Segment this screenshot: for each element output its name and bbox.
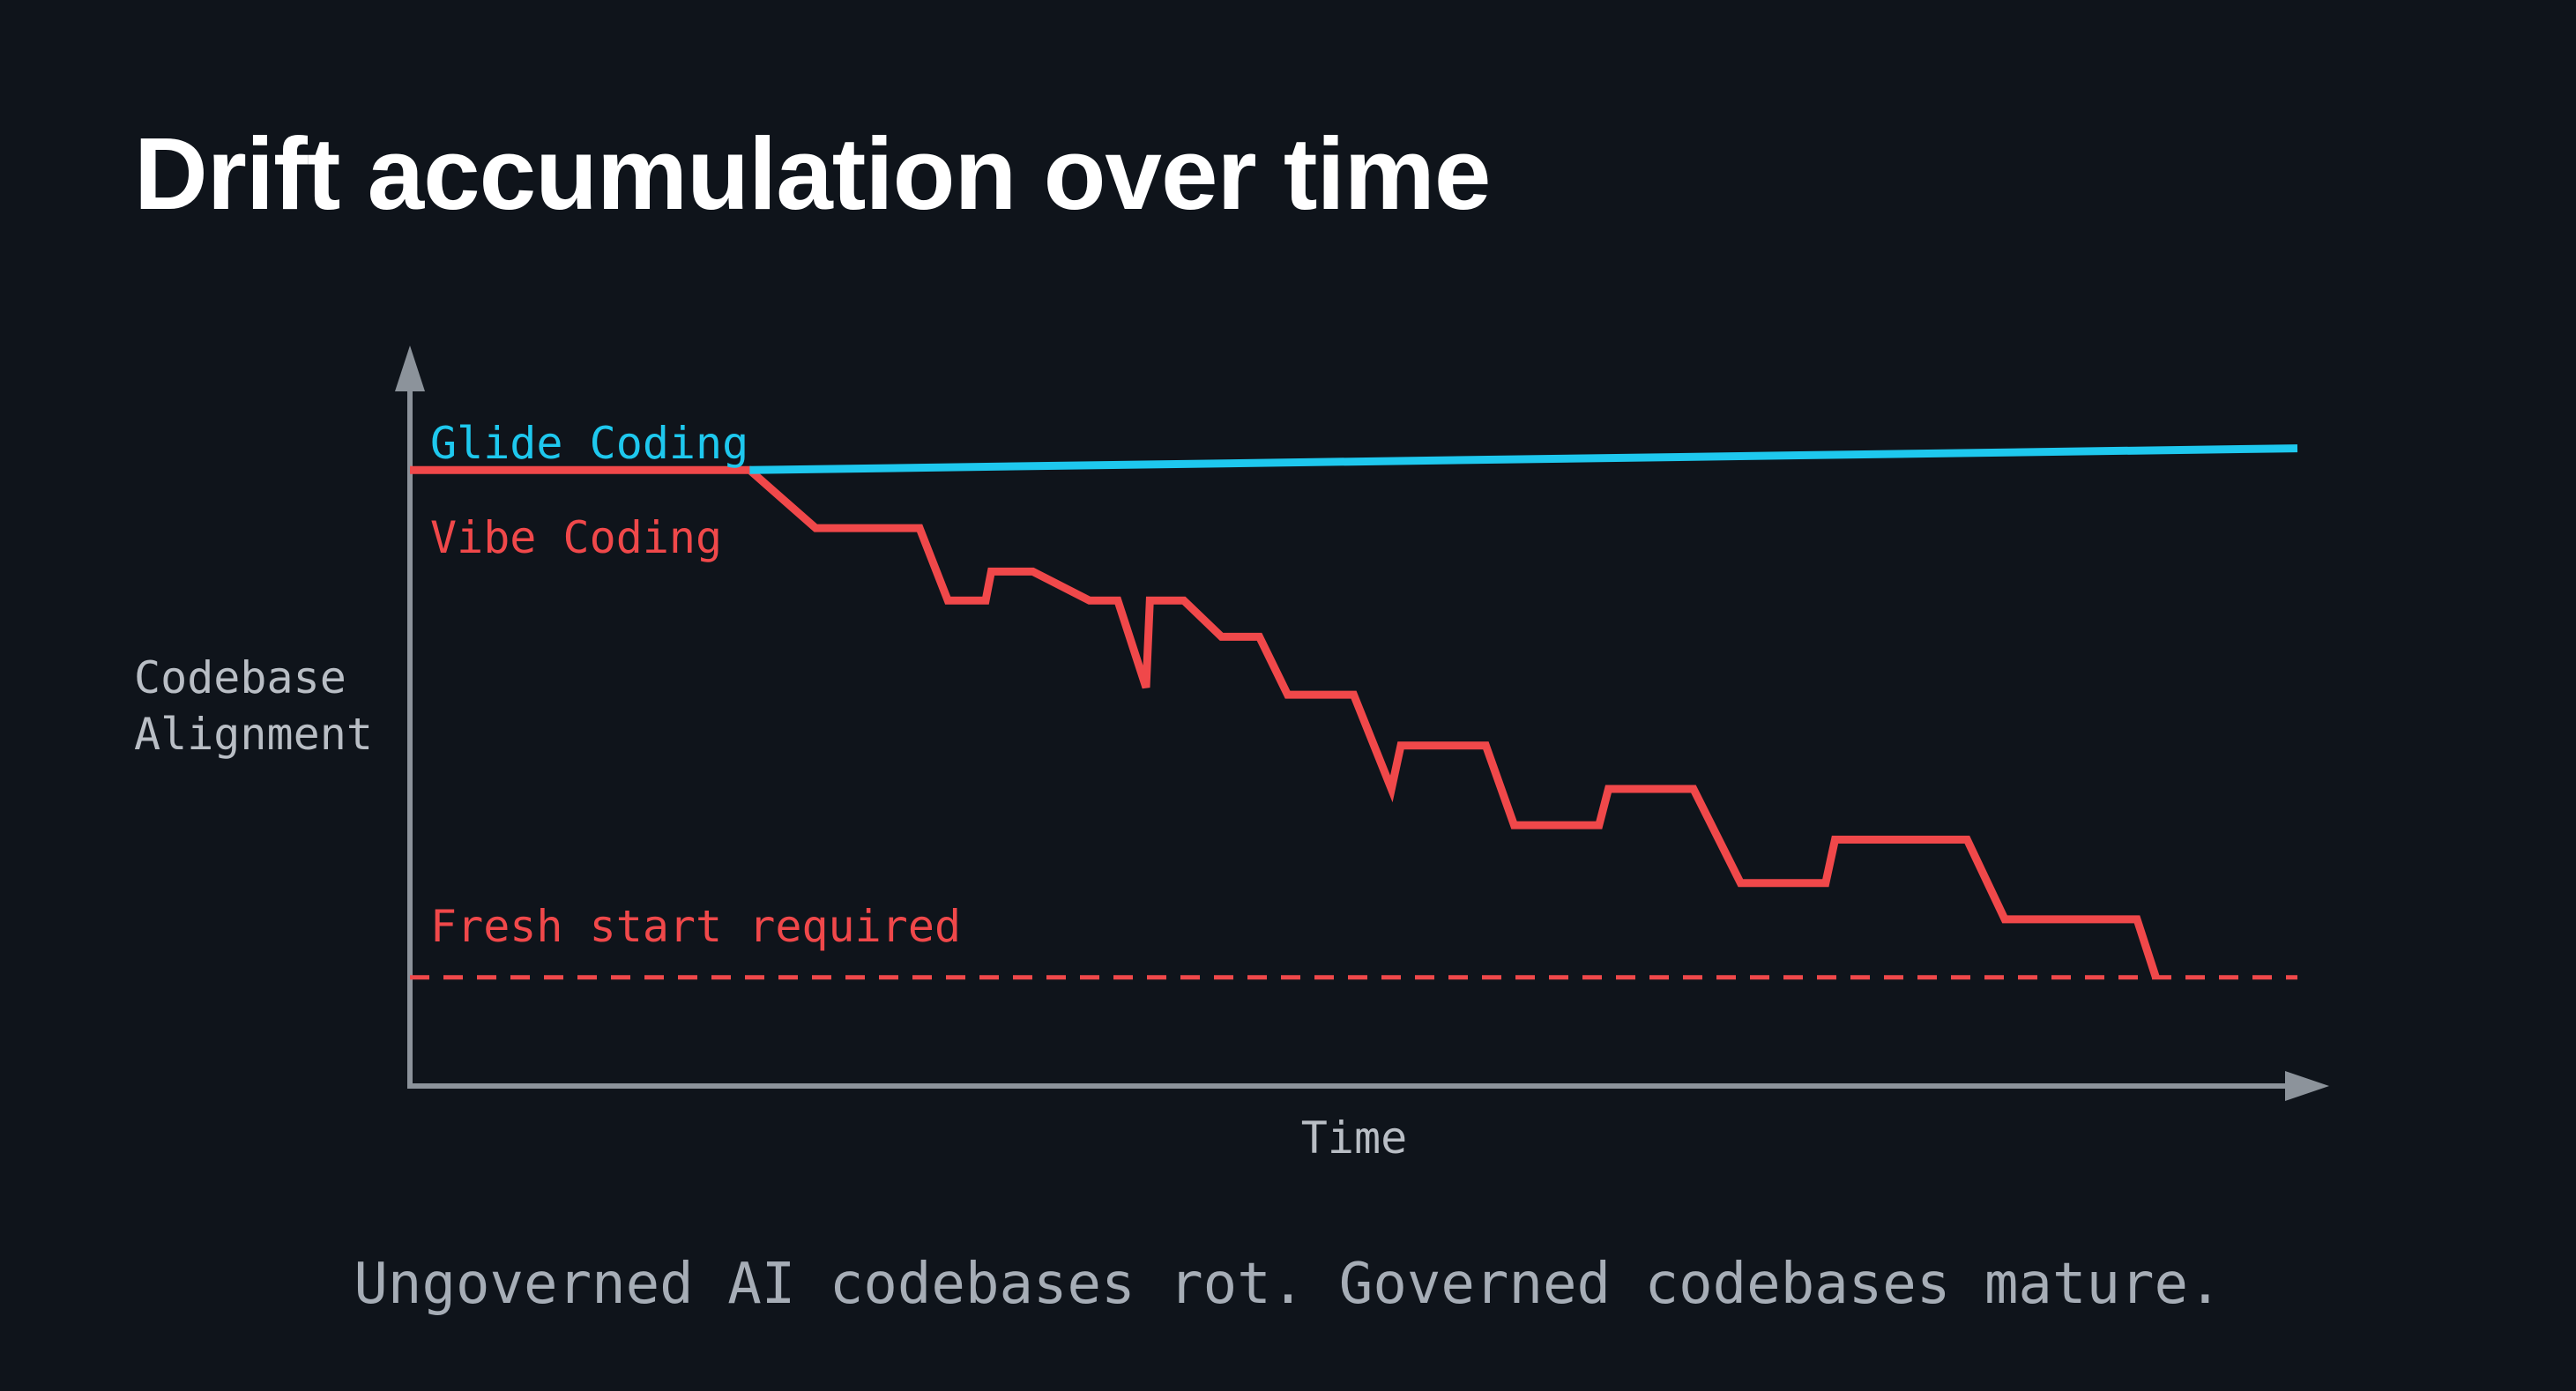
axes: [395, 346, 2329, 1101]
series-line-vibe-coding: [410, 465, 2160, 979]
y-axis-label-line-1: Codebase: [134, 652, 346, 703]
x-axis-label: Time: [1301, 1112, 1407, 1164]
x-axis-arrowhead: [2285, 1071, 2329, 1101]
series-layer: [410, 444, 2298, 979]
slide-title: Drift accumulation over time: [134, 116, 1491, 231]
series-label-vibe-coding: Vibe Coding: [430, 512, 722, 563]
series-line-glide-coding: [749, 444, 2298, 474]
label-layer: Glide Coding Vibe Coding Fresh start req…: [134, 418, 1407, 1164]
series-label-glide-coding: Glide Coding: [430, 418, 748, 469]
slide-caption: Ungoverned AI codebases rot. Governed co…: [354, 1252, 2222, 1317]
y-axis-arrowhead: [395, 346, 425, 391]
y-axis-label-line-2: Alignment: [134, 709, 373, 760]
threshold-label: Fresh start required: [430, 901, 961, 952]
